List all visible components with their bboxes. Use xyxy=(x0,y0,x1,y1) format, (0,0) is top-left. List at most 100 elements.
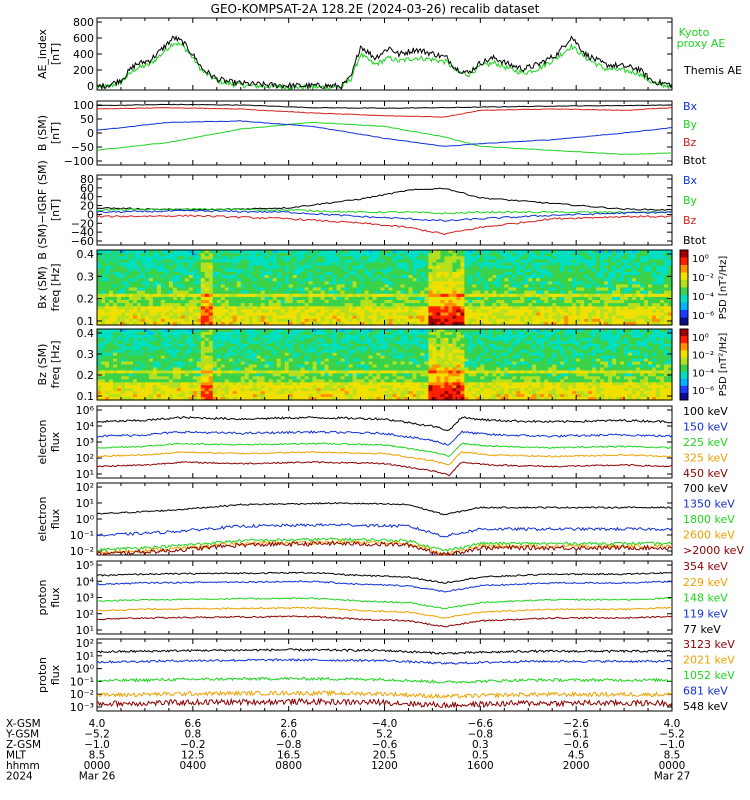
spectrogram-cell xyxy=(364,250,370,254)
spectrogram-cell xyxy=(388,312,394,317)
spectrogram-cell xyxy=(448,296,453,301)
spectrogram-cell xyxy=(260,355,266,360)
legend-entry: Kyoto xyxy=(679,26,710,39)
spectrogram-cell xyxy=(640,268,645,273)
spectrogram-cell xyxy=(288,262,294,267)
spectrogram-cell xyxy=(144,355,150,360)
spectrogram-cell xyxy=(172,281,178,285)
spectrogram-cell xyxy=(125,262,130,267)
spectrogram-cell xyxy=(192,309,198,314)
spectrogram-cell xyxy=(376,275,382,279)
spectrogram-cell xyxy=(428,262,433,267)
spectrogram-cell xyxy=(548,300,553,304)
spectrogram-cell xyxy=(416,281,421,285)
spectrogram-cell xyxy=(172,309,178,314)
spectrogram-cell xyxy=(244,293,250,298)
spectrogram-cell xyxy=(164,312,170,317)
spectrogram-cell xyxy=(140,312,146,317)
spectrogram-cell xyxy=(200,278,206,282)
spectrogram-cell xyxy=(140,278,146,282)
spectrogram-cell xyxy=(656,312,661,317)
spectrogram-cell xyxy=(200,394,206,398)
spectrogram-cell xyxy=(132,364,138,369)
spectrogram-cell xyxy=(180,312,186,317)
spectrogram-cell xyxy=(444,250,449,254)
spectrogram-cell xyxy=(316,318,322,323)
spectrogram-cell xyxy=(128,394,134,398)
spectrogram-cell xyxy=(580,259,585,264)
spectrogram-cell xyxy=(620,309,625,314)
spectrogram-cell xyxy=(444,278,449,282)
spectrogram-cell xyxy=(608,290,613,295)
spectrogram-cell xyxy=(224,364,230,369)
spectrogram-cell xyxy=(240,287,246,292)
spectrogram-cell xyxy=(580,253,585,257)
spectrogram-cell xyxy=(288,259,294,264)
spectrogram-cell xyxy=(121,349,126,354)
spectrogram-cell xyxy=(668,303,673,307)
spectrogram-cell xyxy=(308,253,314,257)
spectrogram-cell xyxy=(304,303,310,307)
spectrogram-cell xyxy=(592,321,597,326)
spectrogram-cell xyxy=(484,284,489,289)
spectrogram-cell xyxy=(324,293,330,298)
spectrogram-cell xyxy=(121,250,126,254)
spectrogram-cell xyxy=(224,355,230,360)
spectrogram-cell xyxy=(196,329,202,333)
spectrogram-cell xyxy=(440,259,445,264)
spectrogram-cell xyxy=(292,334,298,339)
spectrogram-cell xyxy=(656,259,661,264)
spectrogram-cell xyxy=(332,293,338,298)
spectrogram-cell xyxy=(352,278,358,282)
spectrogram-cell xyxy=(216,394,222,398)
spectrogram-cell xyxy=(500,265,505,270)
spectrogram-cell xyxy=(376,309,382,314)
spectrogram-cell xyxy=(624,281,629,285)
spectrogram-cell xyxy=(105,278,110,282)
spectrogram-cell xyxy=(125,256,130,260)
spectrogram-cell xyxy=(184,265,190,270)
spectrogram-cell xyxy=(652,281,657,285)
spectrogram-cell xyxy=(568,306,573,310)
spectrogram-cell xyxy=(416,312,421,317)
spectrogram-cell xyxy=(440,281,445,285)
spectrogram-cell xyxy=(232,296,238,301)
spectrogram-cell xyxy=(260,394,266,398)
spectrogram-cell xyxy=(348,306,354,310)
spectrogram-cell xyxy=(260,318,266,323)
spectrogram-cell xyxy=(117,385,122,389)
spectrogram-cell xyxy=(312,250,318,254)
spectrogram-cell xyxy=(616,265,621,270)
spectrogram-cell xyxy=(572,250,577,254)
spectrogram-cell xyxy=(232,376,238,380)
spectrogram-cell xyxy=(652,309,657,314)
spectrogram-cell xyxy=(240,318,246,323)
spectrogram-cell xyxy=(636,300,641,304)
spectrogram-cell xyxy=(552,290,557,295)
spectrogram-cell xyxy=(596,300,601,304)
spectrogram-cell xyxy=(148,278,154,282)
spectrogram-cell xyxy=(220,312,226,317)
spectrogram-cell xyxy=(400,281,406,285)
spectrogram-cell xyxy=(105,312,110,317)
spectrogram-cell xyxy=(560,306,565,310)
spectrogram-cell xyxy=(448,321,453,326)
spectrogram-cell xyxy=(468,290,473,295)
spectrogram-cell xyxy=(648,268,653,273)
spectrogram-cell xyxy=(208,332,214,336)
spectrogram-cell xyxy=(300,306,306,310)
spectrogram-cell xyxy=(125,300,130,304)
spectrogram-cell xyxy=(636,306,641,310)
spectrogram-cell xyxy=(232,382,238,386)
spectrogram-cell xyxy=(252,262,258,267)
spectrogram-cell xyxy=(600,278,605,282)
spectrogram-cell xyxy=(248,358,254,363)
spectrogram-cell xyxy=(128,376,134,380)
spectrogram-cell xyxy=(160,355,166,360)
spectrogram-cell xyxy=(300,284,306,289)
spectrogram-cell xyxy=(428,309,433,314)
spectrogram-cell xyxy=(212,262,218,267)
spectrogram-cell xyxy=(468,284,473,289)
spectrogram-cell xyxy=(256,275,262,279)
spectrogram-cell xyxy=(288,376,294,380)
